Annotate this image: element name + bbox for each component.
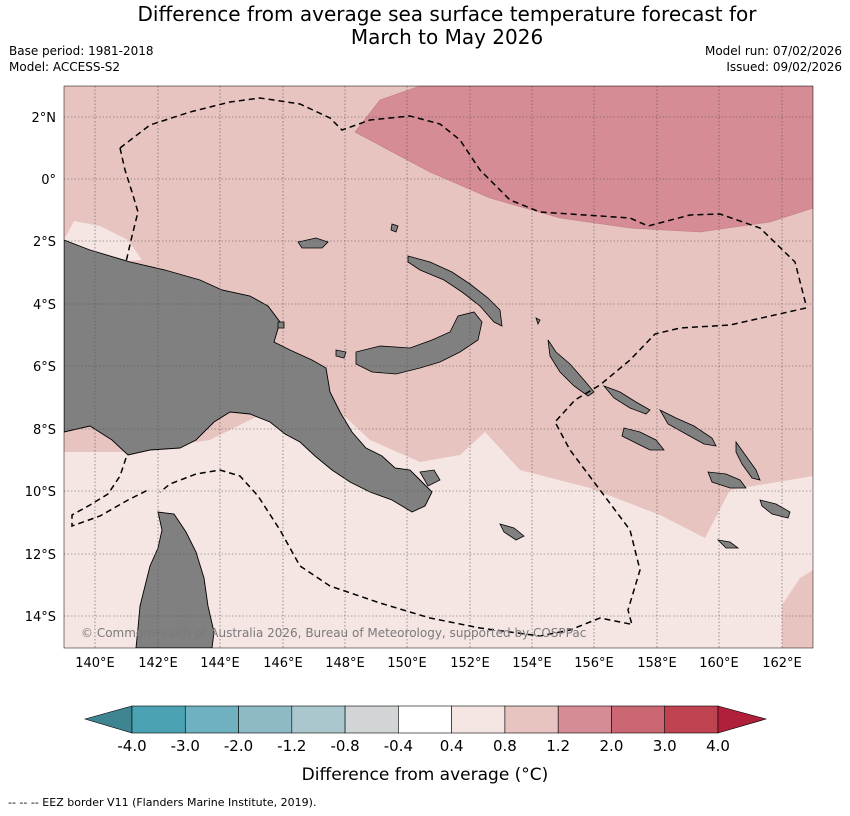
title-line-1: Difference from average sea surface temp… xyxy=(137,2,757,26)
malaita-island xyxy=(735,440,761,481)
small-island-3 xyxy=(277,321,285,329)
lat-axis: 2°N 0° 2°S 4°S 6°S 8°S 10°S 12°S 14°S xyxy=(25,111,56,625)
choiseul-island xyxy=(602,385,651,415)
map-frame xyxy=(63,85,814,649)
eez-png-north xyxy=(119,97,807,306)
eez-solomons xyxy=(554,307,807,626)
colorbar-segment xyxy=(504,705,559,734)
colorbar-tick-label: -0.8 xyxy=(330,737,359,755)
colorbar-tick-label: -1.2 xyxy=(277,737,306,755)
lon-label: 142°E xyxy=(138,656,178,671)
map-title: Difference from average sea surface temp… xyxy=(0,3,850,49)
anomaly-band-1-2-2-0-north xyxy=(354,86,813,233)
model-run: Model run: 07/02/2026 xyxy=(704,44,842,58)
issued-date: Issued: 09/02/2026 xyxy=(726,60,842,74)
eez-png-west xyxy=(119,147,139,263)
lon-label: 154°E xyxy=(512,656,552,671)
rennell-island xyxy=(716,539,740,549)
lon-label: 140°E xyxy=(75,656,115,671)
colorbar-tick-label: 1.2 xyxy=(546,737,570,755)
louisiade-island xyxy=(499,523,525,541)
new-britain-island xyxy=(355,311,483,375)
australia-land xyxy=(135,511,215,648)
bougainville-island xyxy=(547,339,595,397)
model-name: Model: ACCESS-S2 xyxy=(9,60,121,74)
eez-australia-west xyxy=(71,457,149,528)
lat-label: 10°S xyxy=(25,485,56,500)
lon-label: 162°E xyxy=(762,656,802,671)
colorbar: -4.0 -3.0 -2.0 -1.2 -0.8 -0.4 0.4 0.8 1.2 2.0 3.0 4… xyxy=(83,705,768,785)
lat-label: 8°S xyxy=(33,423,56,438)
lat-label: 4°S xyxy=(33,298,56,313)
colorbar-tick-label: 2.0 xyxy=(600,737,624,755)
colorbar-extend-low xyxy=(83,705,133,734)
colorbar-segment xyxy=(557,705,612,734)
colorbar-tick-labels: -4.0 -3.0 -2.0 -1.2 -0.8 -0.4 0.4 0.8 1.2 2.0 3.0 4… xyxy=(117,737,730,755)
colorbar-title: Difference from average (°C) xyxy=(302,765,549,785)
lat-label: 2°S xyxy=(33,235,56,250)
colorbar-tick-label: 0.4 xyxy=(440,737,464,755)
lon-label: 156°E xyxy=(574,656,614,671)
small-island-4 xyxy=(335,349,347,359)
lat-label: 0° xyxy=(41,173,56,188)
colorbar-segment xyxy=(344,705,399,734)
colorbar-segment xyxy=(398,705,452,734)
meta-left: Base period: 1981-2018 Model: ACCESS-S2 xyxy=(9,43,154,75)
map-area: © Commonwealth of Australia 2026, Bureau… xyxy=(64,86,813,648)
colorbar-extend-high xyxy=(717,705,768,734)
small-island-1 xyxy=(390,223,399,233)
colorbar-tick-label: -0.4 xyxy=(384,737,413,755)
lat-label: 6°S xyxy=(33,360,56,375)
lon-label: 152°E xyxy=(450,656,490,671)
new-ireland-island xyxy=(407,255,503,327)
lat-label: 2°N xyxy=(32,111,57,126)
base-period: Base period: 1981-2018 xyxy=(9,44,154,58)
colorbar-segment xyxy=(238,705,293,734)
anomaly-band-0-8-1-2-southeast xyxy=(782,570,813,648)
lon-label: 148°E xyxy=(325,656,365,671)
colorbar-tick-label: 4.0 xyxy=(706,737,730,755)
copyright-notice: © Commonwealth of Australia 2026, Bureau… xyxy=(81,626,586,640)
colorbar-tick-label: -2.0 xyxy=(224,737,253,755)
title-line-2: March to May 2026 xyxy=(350,25,544,49)
new-guinea-land xyxy=(64,239,433,513)
lon-label: 146°E xyxy=(263,656,303,671)
colorbar-boxes xyxy=(131,705,719,734)
lon-label: 150°E xyxy=(387,656,427,671)
small-island-2 xyxy=(535,317,541,326)
colorbar-tick-label: -3.0 xyxy=(171,737,200,755)
makira-island xyxy=(707,471,747,489)
islands xyxy=(277,223,791,549)
anomaly-band-0-4-0-8-south xyxy=(64,395,813,648)
colorbar-segment xyxy=(611,705,666,734)
lon-label: 160°E xyxy=(699,656,739,671)
santa-isabel-island xyxy=(658,409,717,447)
graticule xyxy=(64,86,813,648)
colorbar-segment xyxy=(664,705,719,734)
lon-label: 158°E xyxy=(637,656,677,671)
colorbar-tick-label: 3.0 xyxy=(653,737,677,755)
colorbar-segment xyxy=(291,705,346,734)
temotu-islands xyxy=(759,499,791,519)
eez-legend-note: -- -- -- EEZ border V11 (Flanders Marine… xyxy=(8,796,317,809)
lon-label: 144°E xyxy=(200,656,240,671)
lat-label: 12°S xyxy=(25,548,56,563)
meta-right: Model run: 07/02/2026 Issued: 09/02/2026 xyxy=(705,43,842,75)
lon-axis: 140°E 142°E 144°E 146°E 148°E 150°E 152°… xyxy=(75,656,802,671)
colorbar-segment xyxy=(184,705,239,734)
eez-borders xyxy=(71,97,807,637)
d-entrecasteaux-islands xyxy=(419,469,441,487)
manus-island xyxy=(297,237,329,249)
colorbar-segment xyxy=(451,705,506,734)
colorbar-tick-label: -4.0 xyxy=(117,737,146,755)
colorbar-tick-label: 0.8 xyxy=(493,737,517,755)
lat-label: 14°S xyxy=(25,610,56,625)
colorbar-segment xyxy=(131,705,186,734)
